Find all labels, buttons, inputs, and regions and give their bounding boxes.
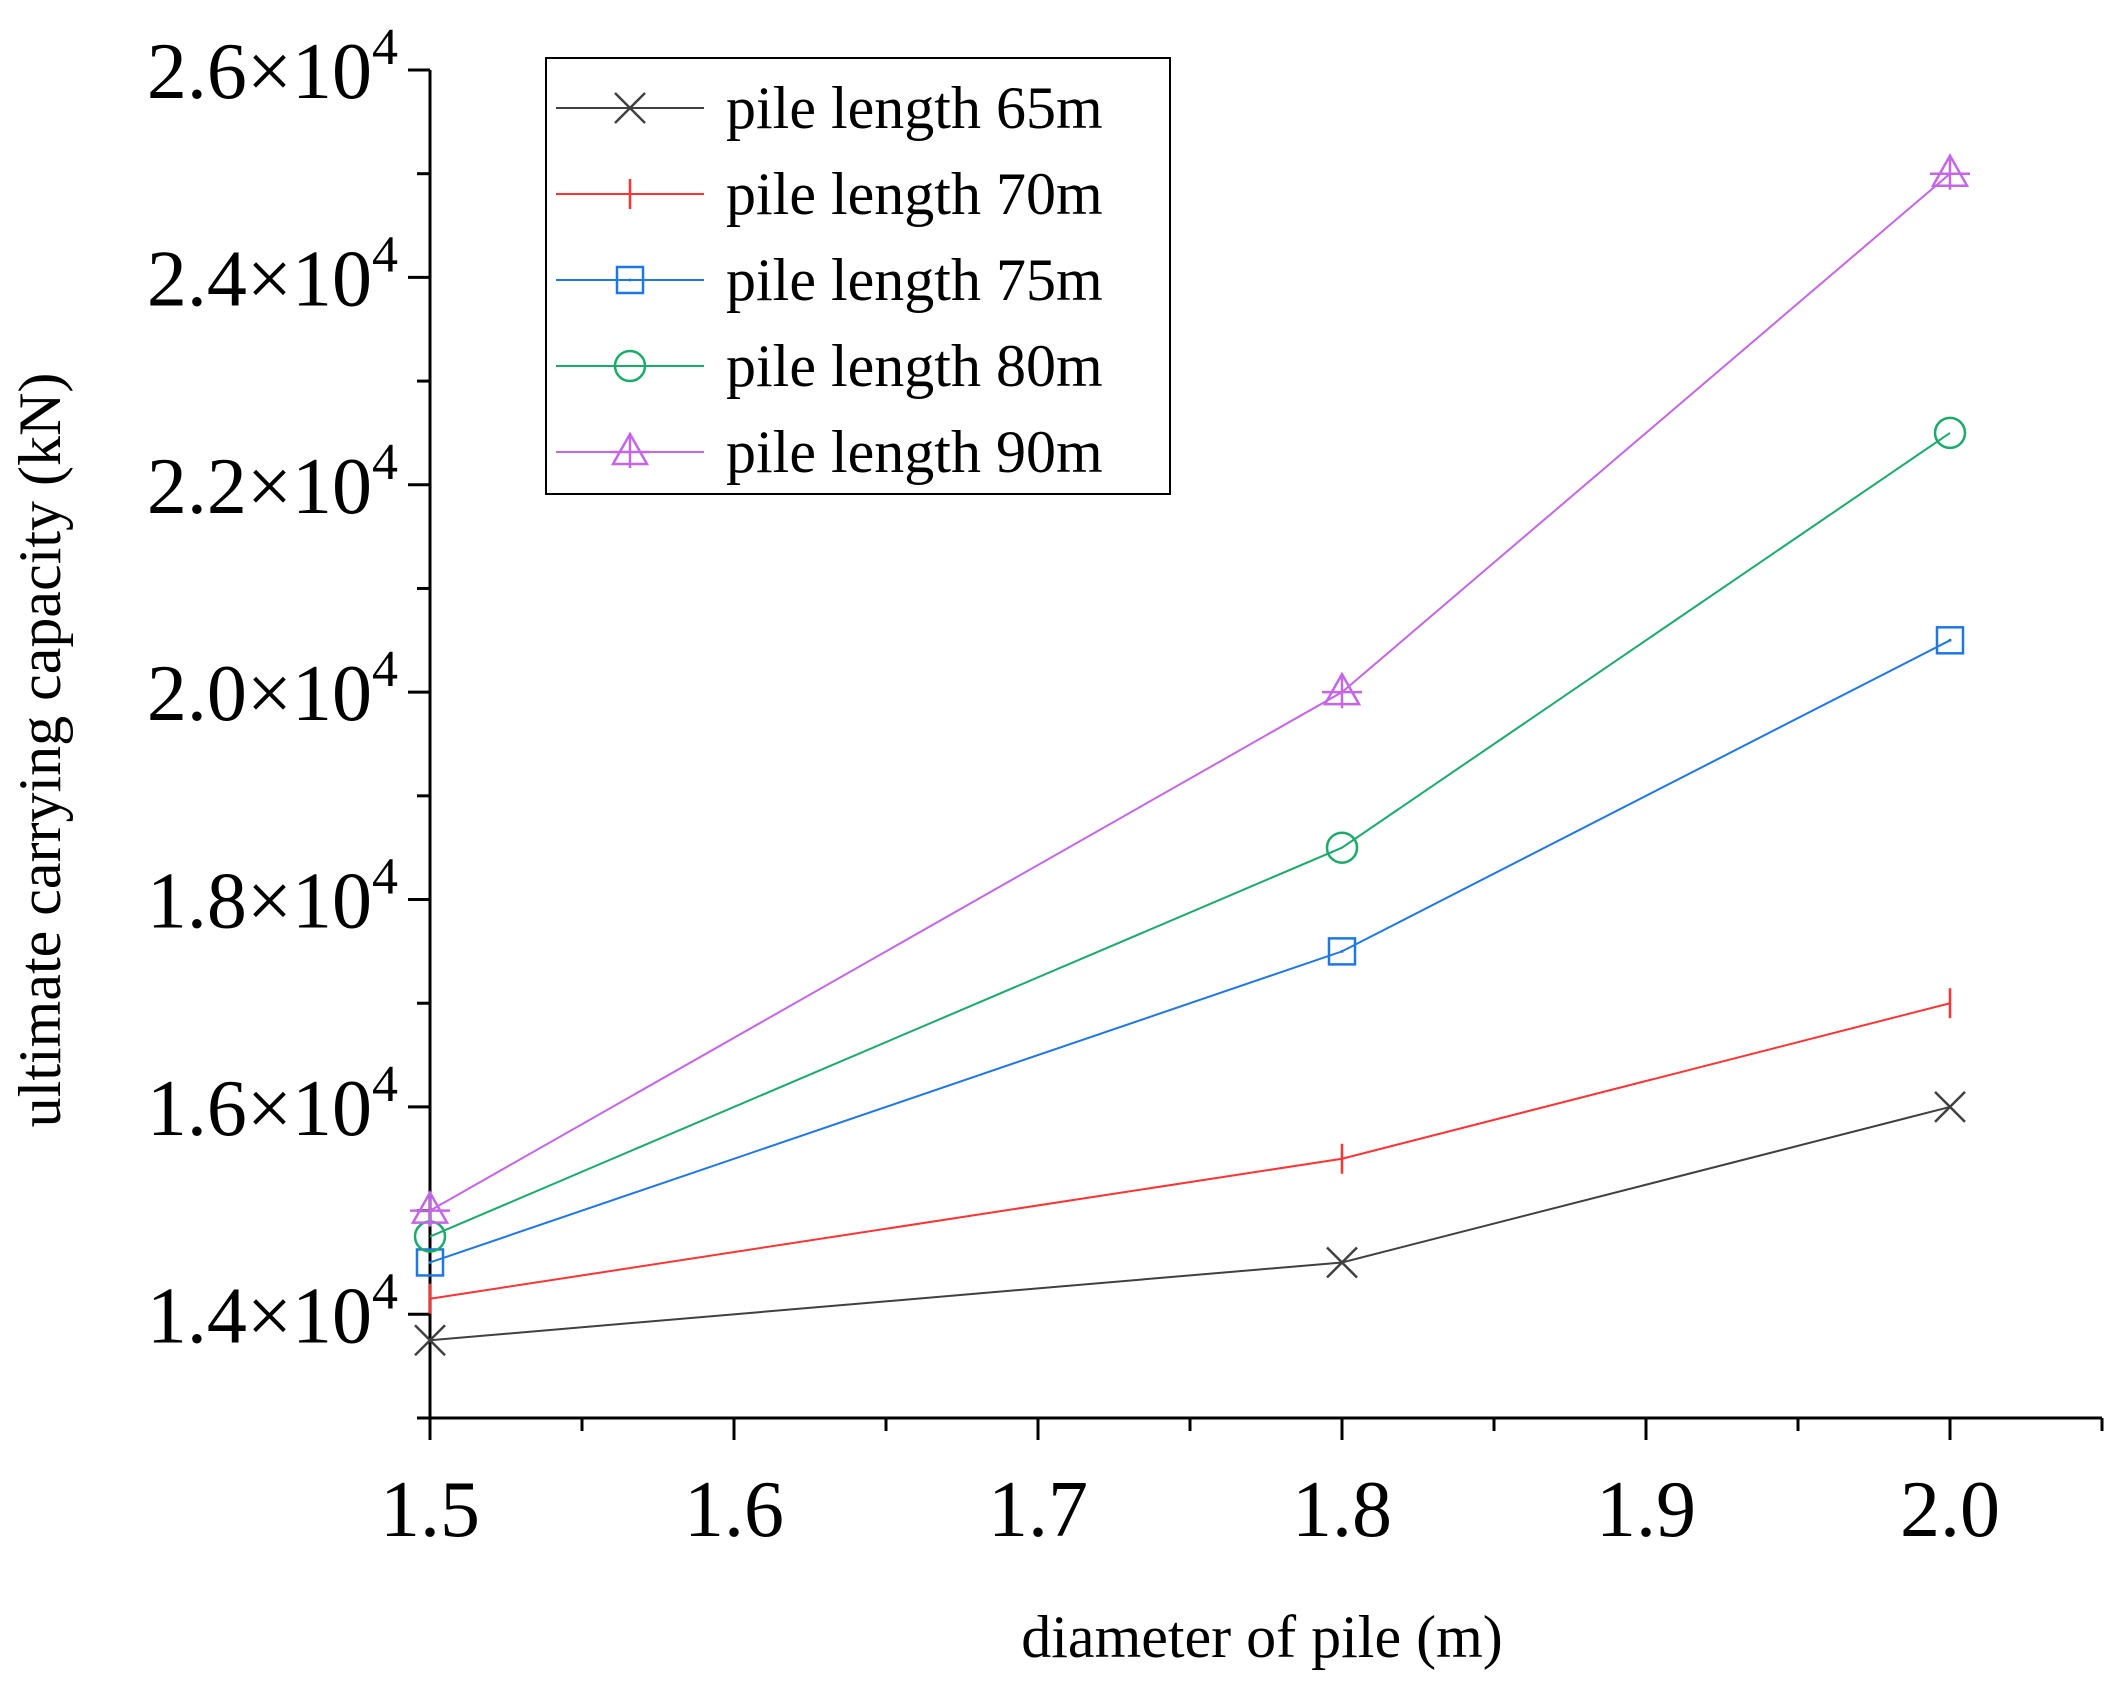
y-tick-exponent: 4 [372, 19, 398, 76]
y-tick-label: 1.4×104 [147, 1263, 398, 1360]
y-tick-label: 1.6×104 [147, 1056, 398, 1153]
legend-item: pile length 75m [556, 247, 1103, 313]
legend-item: pile length 70m [556, 161, 1103, 227]
y-tick-mantissa: 2.4×10 [147, 235, 372, 323]
data-point [1935, 626, 1965, 655]
series-pile-length-75m [415, 626, 1965, 1277]
data-point [1934, 1091, 1966, 1123]
series-line [429, 1002, 1951, 1300]
series-pile-length-65m [414, 1091, 1966, 1357]
x-marker-stroke [414, 1324, 446, 1357]
legend-label: pile length 90m [726, 419, 1103, 485]
y-tick-mantissa: 2.6×10 [147, 28, 372, 116]
y-tick-exponent: 4 [372, 1056, 398, 1113]
y-tick-label: 2.6×104 [147, 19, 398, 116]
x-tick-label: 1.9 [1596, 1466, 1696, 1554]
x-marker-stroke [1326, 1246, 1358, 1279]
legend-item: pile length 80m [556, 333, 1103, 399]
data-point [1933, 416, 1967, 450]
data-point [1326, 1246, 1358, 1279]
y-tick-label: 1.8×104 [147, 849, 398, 946]
y-tick-label: 2.4×104 [147, 226, 398, 323]
square-marker-dot [1340, 949, 1344, 953]
legend-label: pile length 70m [726, 161, 1103, 227]
legend-item: pile length 65m [556, 75, 1103, 141]
data-point [415, 1248, 445, 1277]
y-tick-exponent: 4 [372, 434, 398, 491]
series-line [429, 639, 1951, 1264]
square-marker-dot [428, 1260, 432, 1264]
x-axis: 1.5 1.6 1.7 1.8 1.9 2.0 [380, 1416, 2104, 1554]
data-point [1325, 831, 1359, 864]
legend-label: pile length 75m [726, 247, 1103, 313]
square-marker-dot [1948, 638, 1952, 642]
square-marker-shape [1327, 937, 1357, 966]
y-tick-exponent: 4 [372, 1263, 398, 1320]
legend-marker [614, 92, 646, 124]
y-tick-exponent: 4 [372, 849, 398, 906]
series-pile-length-80m [413, 416, 1967, 1253]
legend-item: pile length 90m [556, 419, 1103, 485]
data-point [1930, 153, 1970, 190]
x-tick-label: 1.8 [1292, 1466, 1392, 1554]
legend-label: pile length 65m [726, 75, 1103, 141]
legend-label: pile length 80m [726, 333, 1103, 399]
square-marker-dot [628, 278, 632, 282]
legend: pile length 65m pile length 70m pile lengt… [545, 57, 1171, 495]
x-tick-label: 1.5 [380, 1466, 480, 1554]
data-point [1322, 671, 1362, 709]
square-marker-shape [1935, 626, 1965, 655]
series-line [429, 432, 1951, 1238]
data-point [1327, 937, 1357, 966]
x-marker-stroke [614, 92, 646, 124]
series-pile-length-90m [410, 153, 1970, 1227]
x-marker-stroke [1934, 1091, 1966, 1123]
legend-marker [615, 265, 645, 295]
y-tick-label: 2.0×104 [147, 641, 398, 738]
x-axis-title: diameter of pile (m) [1021, 1604, 1502, 1670]
legend-marker [613, 349, 647, 383]
x-tick-label: 1.7 [988, 1466, 1088, 1554]
square-marker-shape [415, 1248, 445, 1277]
y-tick-mantissa: 2.0×10 [147, 650, 372, 738]
y-tick-exponent: 4 [372, 641, 398, 698]
y-tick-mantissa: 1.8×10 [147, 858, 372, 946]
data-point [410, 1190, 450, 1227]
legend-marker [610, 431, 650, 468]
x-tick-label: 1.6 [684, 1466, 784, 1554]
y-tick-exponent: 4 [372, 226, 398, 283]
y-tick-mantissa: 1.6×10 [147, 1065, 372, 1153]
square-marker-shape [615, 265, 645, 295]
y-tick-mantissa: 1.4×10 [147, 1272, 372, 1360]
series-layer [410, 153, 1970, 1357]
x-tick-label: 2.0 [1900, 1466, 2000, 1554]
y-axis: 1.4×1041.6×1041.8×1042.0×1042.2×1042.4×1… [147, 19, 432, 1420]
data-point [414, 1324, 446, 1357]
y-tick-mantissa: 2.2×10 [147, 443, 372, 531]
series-pile-length-70m [428, 988, 1952, 1314]
y-tick-label: 2.2×104 [147, 434, 398, 531]
legend-box [545, 57, 1171, 495]
series-line [429, 1105, 1951, 1342]
y-axis-title: ultimate carrying capacity (kN) [7, 373, 73, 1128]
